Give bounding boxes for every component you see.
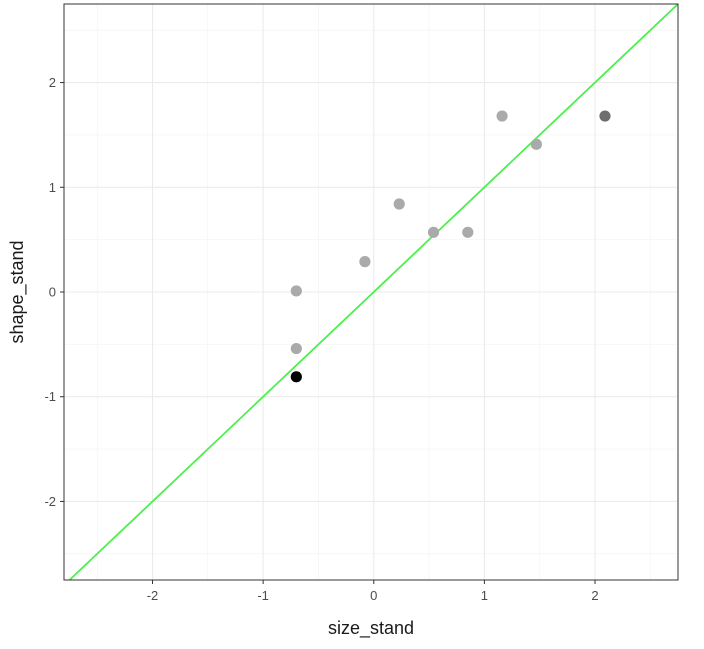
data-point [496,110,508,122]
y-tick-label: 1 [49,180,56,195]
reference-line-y-equals-x [68,3,679,581]
x-tick-label: 2 [591,588,598,603]
y-axis-title: shape_stand [7,240,28,343]
y-axis-ticks: -2 -1 0 1 2 [44,75,64,509]
data-point [290,371,302,383]
y-tick-label: 0 [49,285,56,300]
x-tick-label: 1 [481,588,488,603]
y-tick-label: -2 [44,494,56,509]
data-point [462,226,474,238]
x-tick-label: -1 [257,588,269,603]
data-point [359,256,371,268]
data-point [393,198,405,210]
data-point [427,226,440,238]
data-point [530,138,542,150]
data-points [290,110,611,383]
x-tick-label: -2 [147,588,159,603]
data-point [599,110,611,122]
x-axis-title: size_stand [328,618,414,639]
x-axis-ticks: -2 -1 0 1 2 [147,580,599,603]
x-tick-label: 0 [370,588,377,603]
y-tick-label: 2 [49,75,56,90]
data-point [290,342,302,355]
y-tick-label: -1 [44,389,56,404]
data-point [290,285,302,297]
